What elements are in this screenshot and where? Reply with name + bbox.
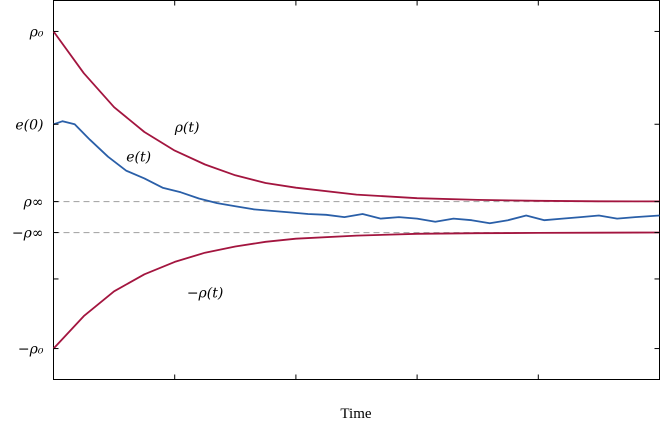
series-line bbox=[52, 30, 660, 203]
series-label: ρ(t) bbox=[174, 120, 200, 136]
y-tick-label: ρ₀ bbox=[29, 24, 44, 40]
series-label: −ρ(t) bbox=[187, 286, 224, 302]
y-tick-label: ρ∞ bbox=[23, 195, 44, 211]
series-line bbox=[53, 120, 660, 225]
y-tick-label: −ρ∞ bbox=[12, 226, 44, 242]
x-axis-title: Time bbox=[340, 406, 371, 422]
y-tick-label: −ρ₀ bbox=[18, 342, 44, 358]
y-tick-label: e(0) bbox=[15, 117, 43, 133]
plot-frame bbox=[53, 0, 660, 380]
series-line bbox=[52, 231, 660, 350]
series-label: e(t) bbox=[126, 149, 151, 165]
